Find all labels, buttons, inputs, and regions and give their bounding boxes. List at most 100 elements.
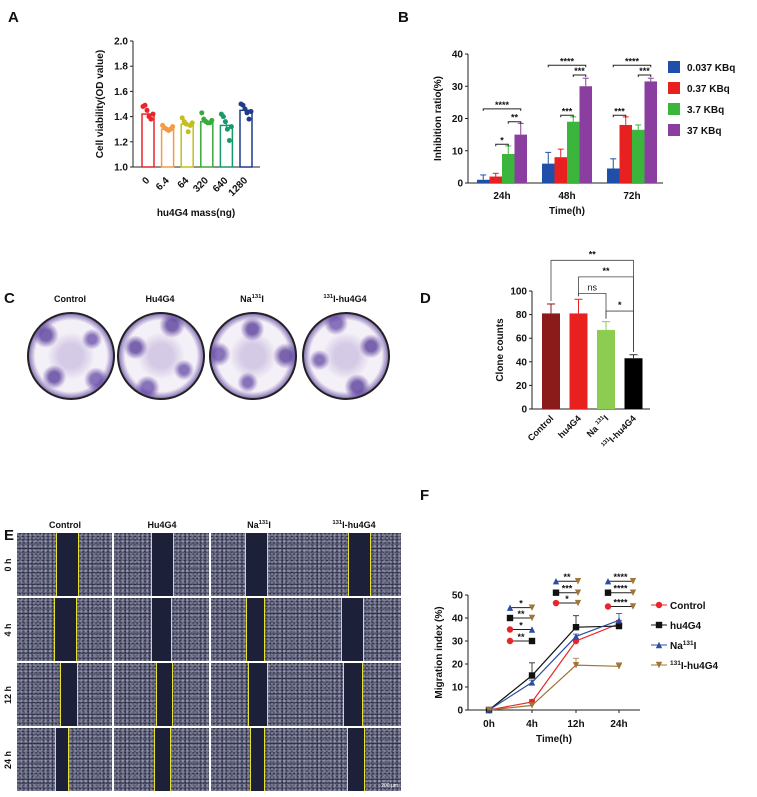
significance-marker xyxy=(604,589,612,596)
bar xyxy=(542,163,555,183)
x-tick-label: Control xyxy=(526,413,556,443)
wound-gap xyxy=(156,663,173,726)
text-part: Control xyxy=(49,520,81,530)
significance-marker xyxy=(528,614,536,622)
data-point xyxy=(244,110,250,116)
significance-marker xyxy=(552,589,560,596)
significance-label: *** xyxy=(562,584,573,594)
column-header: Hu4G4 xyxy=(145,294,174,304)
significance-label: ** xyxy=(511,113,519,123)
significance-marker xyxy=(552,599,560,607)
significance-label: *** xyxy=(639,66,650,76)
superscript: 131 xyxy=(259,520,270,526)
column-header: Na131I xyxy=(247,520,271,530)
legend-label: 131I-hu4G4 xyxy=(670,660,719,672)
bar xyxy=(607,168,620,183)
bar xyxy=(624,358,643,409)
significance-label: **** xyxy=(613,584,628,594)
x-tick-label: 6.4 xyxy=(154,175,172,193)
chart-f-y-tick-label: 10 xyxy=(452,683,464,694)
significance-bracket xyxy=(637,74,652,77)
data-point xyxy=(183,121,189,127)
bar xyxy=(597,329,615,409)
wound-healing-image xyxy=(306,663,401,726)
significance-bracket xyxy=(560,114,574,118)
data-point xyxy=(240,102,246,108)
significance-label: *** xyxy=(614,106,625,116)
legend-label: 0.37 KBq xyxy=(687,84,730,95)
text-part: I xyxy=(602,413,611,422)
superscript: 131 xyxy=(595,415,607,427)
data-point xyxy=(242,106,248,112)
text-part: hu4G4 xyxy=(556,413,583,440)
data-point xyxy=(199,110,205,116)
bar xyxy=(567,121,580,183)
chart-b-x-axis-title: Time(h) xyxy=(549,206,585,217)
wound-healing-image xyxy=(114,728,209,791)
significance-label: **** xyxy=(613,572,628,582)
significance-label: *** xyxy=(574,66,585,76)
data-point xyxy=(528,702,536,709)
data-point xyxy=(248,109,254,115)
wound-gap xyxy=(154,728,171,791)
wound-healing-image xyxy=(306,598,401,661)
wound-gap xyxy=(150,533,175,596)
bar xyxy=(489,176,502,183)
x-tick-label: 12h xyxy=(567,719,584,730)
significance-marker xyxy=(528,604,536,611)
chart-d-y-axis-title: Clone counts xyxy=(495,318,506,382)
chart-d-y-tick-label: 20 xyxy=(516,381,528,392)
data-point xyxy=(615,622,623,630)
significance-marker xyxy=(528,637,536,645)
x-tick-label: 0h xyxy=(483,719,495,730)
text-part: Hu4G4 xyxy=(147,520,176,530)
chart-b-y-axis-title: Inhibition ratio(%) xyxy=(433,76,444,161)
significance-label: * xyxy=(565,594,569,604)
wound-healing-image xyxy=(114,533,209,596)
bar xyxy=(632,129,645,183)
column-header: 131I-hu4G4 xyxy=(323,294,366,304)
wound-healing-image xyxy=(17,663,112,726)
chart-f-y-tick-label: 30 xyxy=(452,637,464,648)
x-tick-label: 4h xyxy=(526,719,538,730)
chart-b-y-tick-label: 40 xyxy=(452,50,464,61)
legend-swatch xyxy=(668,124,680,136)
wound-gap xyxy=(150,598,172,661)
panel-label-E: E xyxy=(4,527,14,544)
significance-label: **** xyxy=(495,100,510,110)
bar xyxy=(554,157,567,183)
data-point xyxy=(572,633,580,640)
data-point xyxy=(148,116,154,122)
chart-a-x-axis-title: hu4G4 mass(ng) xyxy=(157,208,235,219)
column-header: Na131I xyxy=(240,294,264,304)
significance-bracket xyxy=(612,64,652,68)
text-part: hu4G4 xyxy=(670,621,702,632)
x-tick-label: hu4G4 xyxy=(556,413,583,440)
text-part: Na xyxy=(240,294,252,304)
text-part: I xyxy=(268,520,271,530)
chart-a-y-tick-label: 1.6 xyxy=(114,87,128,98)
superscript: 131 xyxy=(332,520,343,526)
data-point xyxy=(615,663,623,670)
wound-healing-image xyxy=(17,728,112,791)
text-part: I-hu4G4 xyxy=(681,661,719,672)
significance-marker xyxy=(629,578,637,585)
significance-marker xyxy=(506,626,514,633)
legend-label: Na131I xyxy=(670,640,697,652)
bar xyxy=(502,153,515,183)
chart-a-y-tick-label: 1.4 xyxy=(114,112,128,123)
significance-label: * xyxy=(519,621,523,631)
significance-label: ** xyxy=(563,572,571,582)
series-line xyxy=(488,664,620,711)
wound-healing-image xyxy=(114,598,209,661)
x-tick-label: 320 xyxy=(191,175,211,195)
bar xyxy=(579,86,592,183)
chart-a-y-tick-label: 1.0 xyxy=(114,163,128,174)
chart-f-y-tick-label: 0 xyxy=(457,706,463,717)
colony-dish-image xyxy=(27,312,115,400)
x-tick-label: Na 131I xyxy=(585,413,611,439)
chart-a-y-axis-title: Cell viability(OD value) xyxy=(95,50,106,158)
significance-marker xyxy=(604,578,612,585)
x-tick-label: 48h xyxy=(558,191,575,202)
bar xyxy=(219,124,234,168)
